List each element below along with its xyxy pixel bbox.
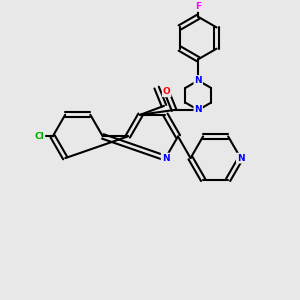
- Text: N: N: [237, 154, 244, 163]
- Text: F: F: [195, 2, 201, 11]
- Text: N: N: [194, 106, 202, 115]
- Text: N: N: [162, 154, 169, 163]
- Text: N: N: [194, 76, 202, 85]
- Text: Cl: Cl: [34, 132, 44, 141]
- Text: O: O: [163, 87, 170, 96]
